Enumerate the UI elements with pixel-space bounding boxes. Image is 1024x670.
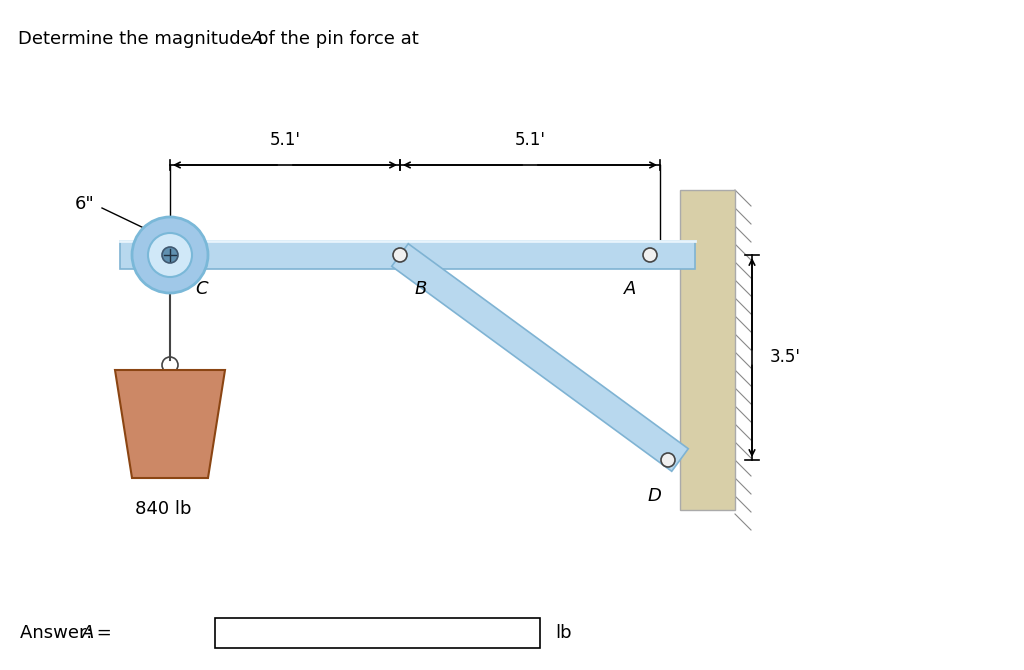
- Text: A: A: [624, 280, 636, 298]
- Polygon shape: [115, 370, 225, 478]
- Text: =: =: [91, 624, 113, 642]
- Circle shape: [393, 248, 407, 262]
- Circle shape: [662, 453, 675, 467]
- Text: 6": 6": [75, 195, 95, 213]
- Polygon shape: [392, 244, 688, 471]
- Bar: [120, 241, 695, 269]
- Text: C: C: [195, 280, 208, 298]
- Text: D: D: [648, 487, 662, 505]
- Text: 3.5': 3.5': [770, 348, 801, 366]
- Bar: [680, 190, 735, 510]
- Circle shape: [132, 217, 208, 293]
- Circle shape: [162, 247, 178, 263]
- Text: A: A: [82, 624, 95, 642]
- Text: 5.1': 5.1': [514, 131, 546, 149]
- Text: Answer:: Answer:: [20, 624, 98, 642]
- Bar: [215, 618, 540, 648]
- Circle shape: [643, 248, 657, 262]
- Text: B: B: [415, 280, 427, 298]
- Text: A.: A.: [251, 30, 270, 48]
- Text: 5.1': 5.1': [269, 131, 300, 149]
- Circle shape: [148, 233, 193, 277]
- Text: lb: lb: [555, 624, 571, 642]
- Text: Determine the magnitude of the pin force at: Determine the magnitude of the pin force…: [18, 30, 425, 48]
- Text: 840 lb: 840 lb: [135, 500, 191, 518]
